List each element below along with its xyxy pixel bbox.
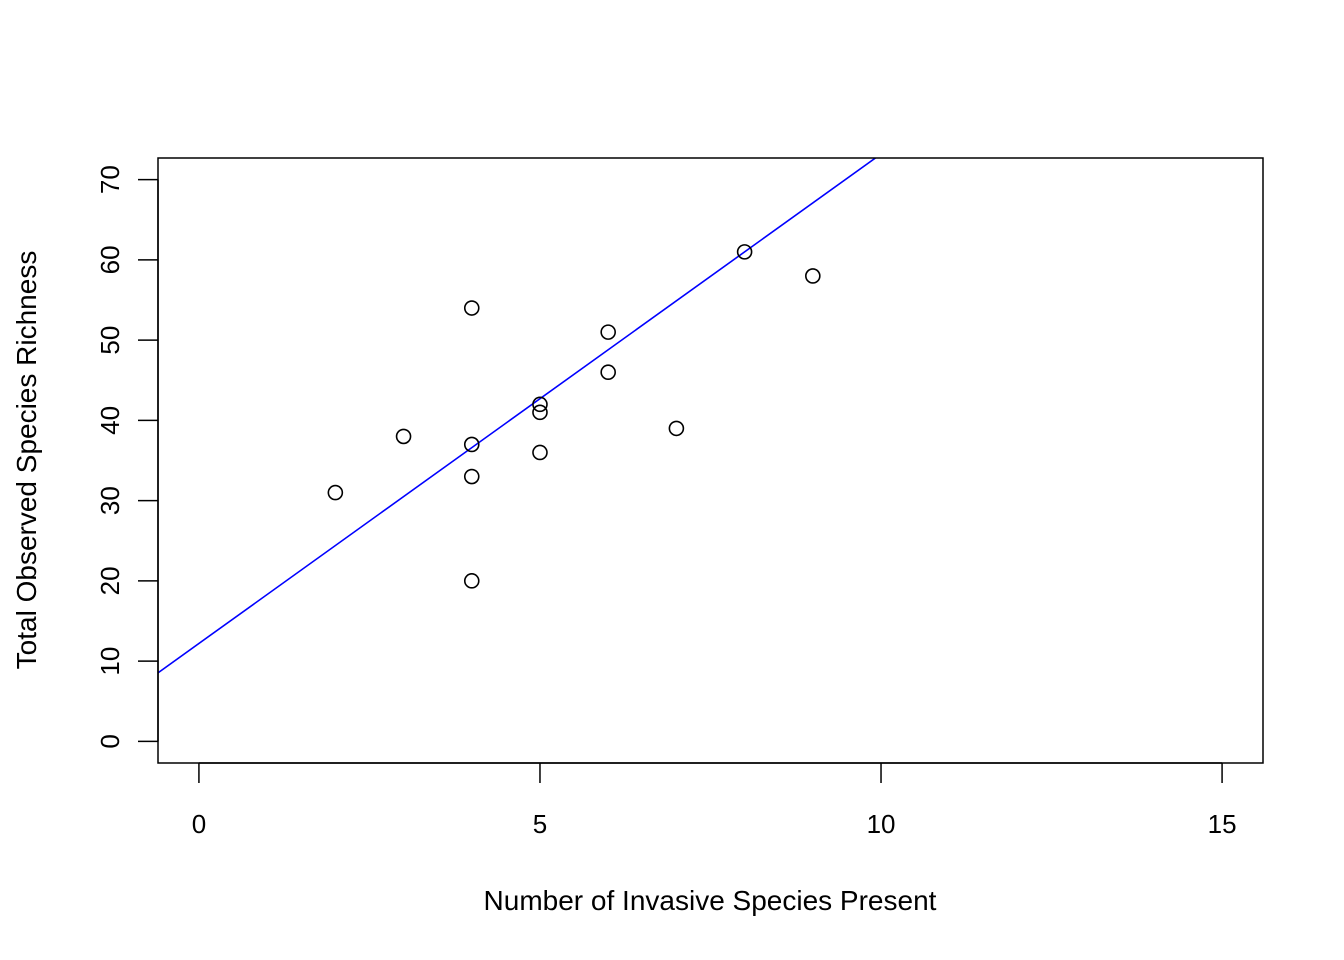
data-point	[532, 396, 548, 413]
x-axis-title: Number of Invasive Species Present	[484, 885, 937, 916]
data-point	[327, 484, 344, 501]
y-tick-label: 30	[95, 486, 125, 515]
y-tick-label: 70	[95, 165, 125, 194]
data-point	[736, 244, 753, 260]
data-point	[805, 268, 821, 284]
data-point	[600, 324, 616, 340]
y-axis: 0 10 20 30 40 50 60 70	[95, 165, 159, 749]
fit-line-layer	[158, 158, 877, 674]
data-point	[668, 420, 685, 437]
y-tick-label: 60	[95, 245, 125, 274]
data-point	[532, 404, 548, 421]
y-tick-label: 40	[95, 406, 125, 435]
plot-frame	[157, 157, 1264, 764]
x-tick-label: 10	[867, 809, 896, 839]
data-point	[532, 444, 548, 461]
y-axis-title: Total Observed Species Richness	[11, 251, 42, 670]
data-point	[600, 364, 616, 381]
y-tick-label: 50	[95, 326, 125, 355]
y-tick-label: 10	[95, 647, 125, 676]
x-tick-label: 5	[533, 809, 547, 839]
data-point	[395, 428, 412, 445]
x-tick-label: 15	[1208, 809, 1237, 839]
y-tick-label: 20	[95, 566, 125, 595]
x-axis: 0 5 10 15	[192, 762, 1237, 839]
data-point	[463, 436, 480, 453]
x-tick-label: 0	[192, 809, 206, 839]
data-point	[463, 300, 480, 316]
regression-line	[158, 158, 877, 674]
data-point	[463, 573, 480, 589]
y-tick-label: 0	[95, 734, 125, 748]
points-layer	[327, 244, 821, 589]
data-point	[463, 468, 480, 485]
